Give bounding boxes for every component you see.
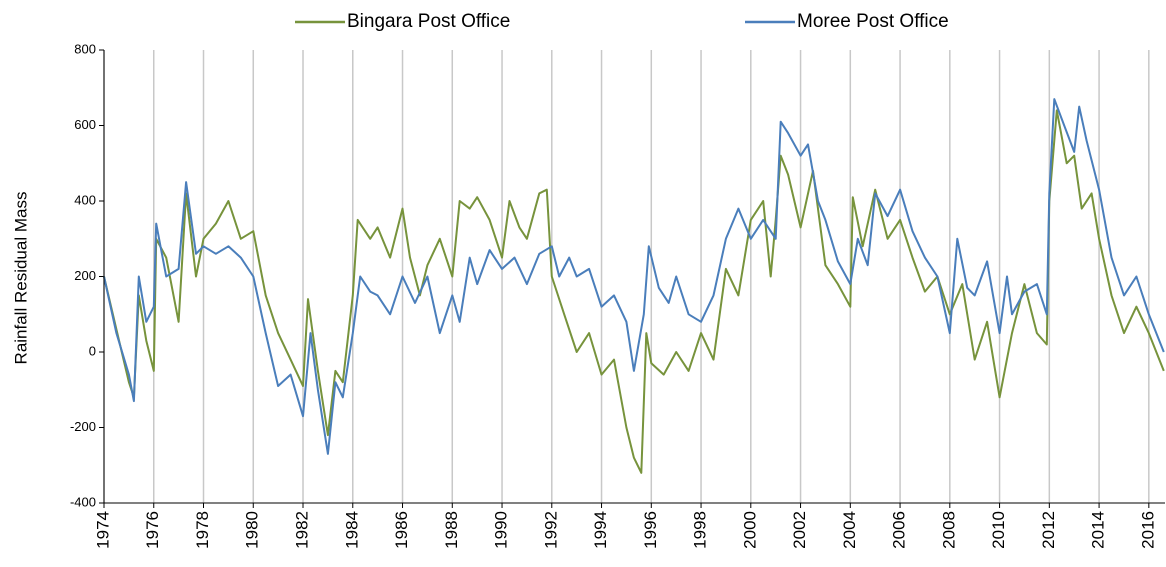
y-tick-label: 0 — [89, 343, 96, 358]
data-line — [103, 98, 1165, 455]
x-tick-label: 1996 — [641, 511, 660, 549]
y-tick-label: 400 — [74, 192, 96, 207]
x-tick-label: 2012 — [1039, 511, 1058, 549]
x-tick-label: 2002 — [790, 511, 809, 549]
x-tick-label: 1982 — [292, 511, 311, 549]
x-tick-label: 2000 — [740, 511, 759, 549]
x-tick-label: 1980 — [243, 511, 262, 549]
x-tick-label: 2006 — [890, 511, 909, 549]
x-tick-label: 1976 — [143, 511, 162, 549]
y-tick-label: -400 — [70, 494, 96, 509]
y-tick-label: -200 — [70, 419, 96, 434]
x-tick-label: 1986 — [392, 511, 411, 549]
y-axis-label: Rainfall Residual Mass — [11, 192, 30, 365]
x-tick-label: 1998 — [691, 511, 710, 549]
y-tick-label: 800 — [74, 41, 96, 56]
x-tick-label: 1974 — [93, 511, 112, 549]
data-line — [103, 109, 1165, 474]
x-tick-label: 2008 — [939, 511, 958, 549]
x-tick-label: 1992 — [541, 511, 560, 549]
x-tick-label: 1988 — [442, 511, 461, 549]
x-tick-label: 2010 — [989, 511, 1008, 549]
x-tick-label: 2014 — [1089, 511, 1108, 549]
x-tick-label: 1990 — [492, 511, 511, 549]
y-tick-label: 600 — [74, 117, 96, 132]
x-tick-label: 2004 — [840, 511, 859, 549]
x-tick-label: 1994 — [591, 511, 610, 549]
y-tick-label: 200 — [74, 268, 96, 283]
legend-label: Moree Post Office — [797, 11, 949, 32]
x-tick-label: 1978 — [193, 511, 212, 549]
legend-label: Bingara Post Office — [347, 11, 510, 32]
x-tick-label: 1984 — [342, 511, 361, 549]
x-tick-label: 2016 — [1138, 511, 1157, 549]
